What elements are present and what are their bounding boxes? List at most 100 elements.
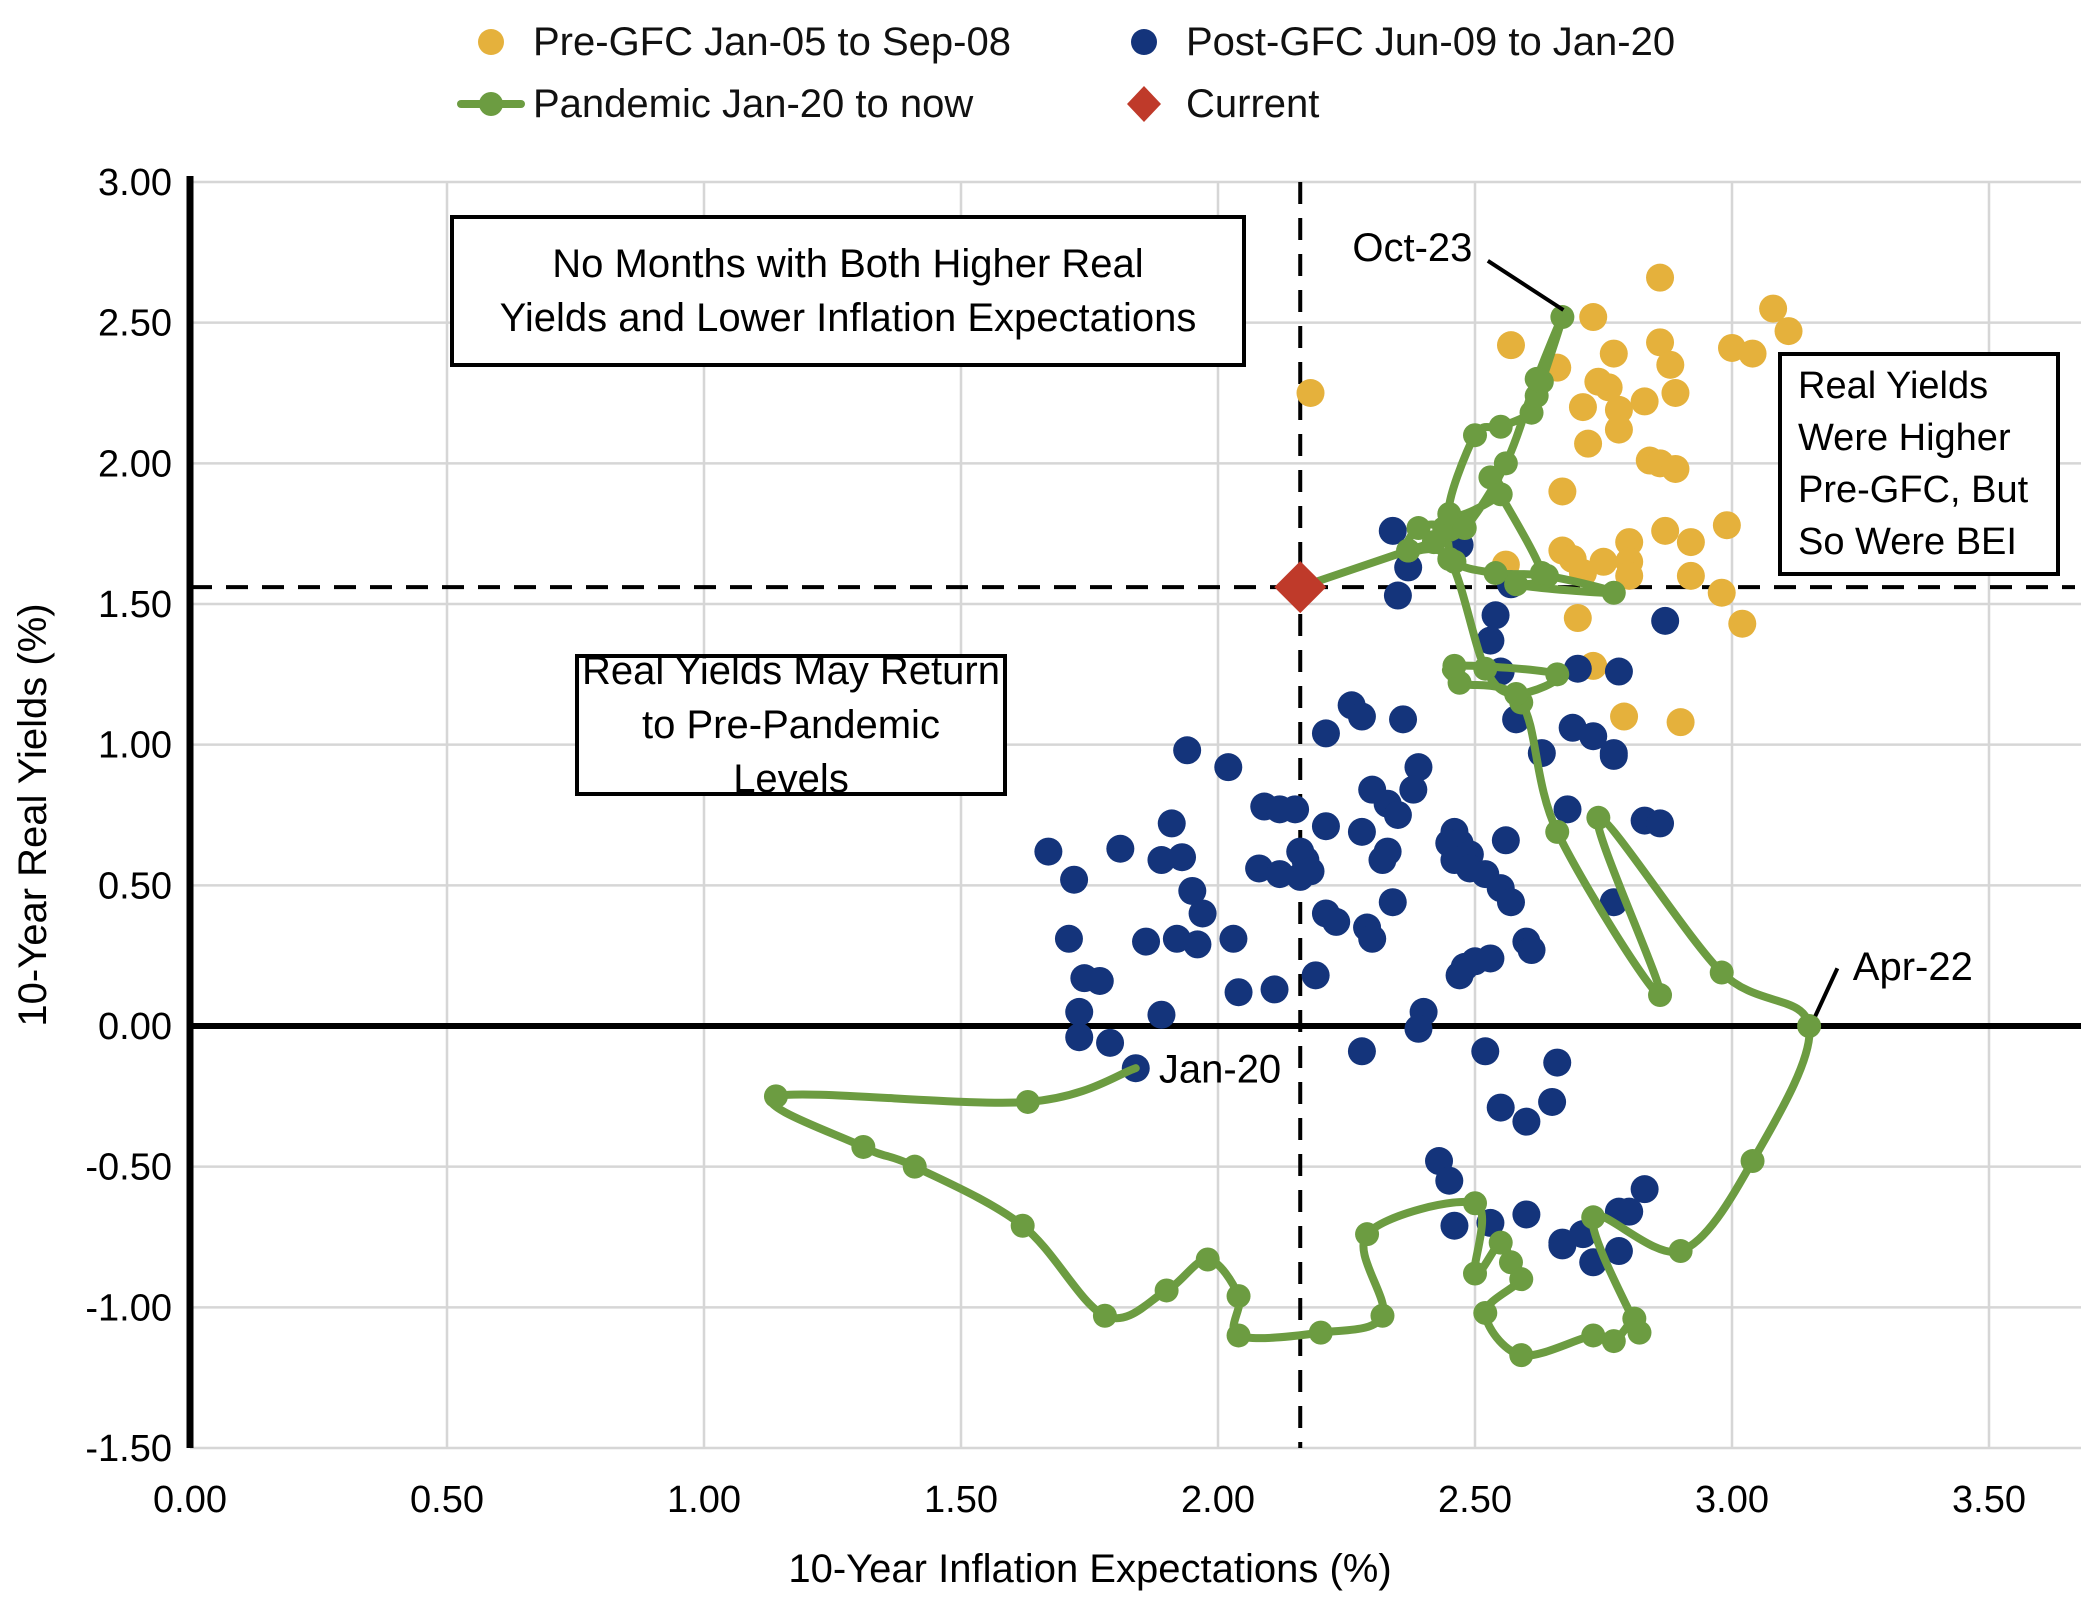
pandemic-point xyxy=(1463,1261,1487,1286)
post-gfc-point xyxy=(1311,812,1340,841)
post-gfc-point xyxy=(1060,865,1089,894)
x-tick-label: 1.00 xyxy=(667,1479,741,1521)
pre-gfc-point xyxy=(1646,328,1675,357)
post-gfc-point xyxy=(1224,978,1253,1007)
pandemic-point xyxy=(1581,1205,1606,1230)
pandemic-point xyxy=(1529,561,1554,586)
y-axis-title: 10-Year Real Yields (%) xyxy=(11,603,55,1026)
y-tick-label: 1.50 xyxy=(98,584,172,626)
pandemic-point xyxy=(1092,1303,1117,1328)
pandemic-point xyxy=(1740,1149,1765,1174)
pre-gfc-point xyxy=(1548,477,1577,506)
post-gfc-point xyxy=(1383,800,1412,829)
pandemic-point xyxy=(1493,451,1518,476)
pre-gfc-point xyxy=(1728,609,1757,638)
pandemic-point xyxy=(1442,549,1467,574)
y-tick-label: 3.00 xyxy=(98,162,172,204)
pandemic-point xyxy=(1463,1191,1487,1216)
pre-gfc-point xyxy=(1563,604,1592,633)
pre-gfc-point xyxy=(1594,373,1623,402)
post-gfc-point xyxy=(1440,1211,1469,1240)
pandemic-point xyxy=(1370,1303,1395,1328)
pandemic-point xyxy=(1601,1329,1626,1354)
annotation-text: Yields and Lower Inflation Expectations xyxy=(499,296,1197,340)
post-gfc-point xyxy=(1065,997,1094,1026)
pandemic-point xyxy=(1581,1323,1606,1348)
annotation-text: Real Yields May Return xyxy=(582,649,1000,693)
pandemic-point xyxy=(1308,1320,1333,1345)
post-gfc-point xyxy=(1496,888,1525,917)
pre-gfc-point xyxy=(1661,454,1690,483)
x-axis-title: 10-Year Inflation Expectations (%) xyxy=(788,1547,1391,1591)
post-gfc-point xyxy=(1404,1014,1433,1043)
annotation-box-no-months: No Months with Both Higher Real Yields a… xyxy=(450,215,1246,367)
pre-gfc-point xyxy=(1599,339,1628,368)
pre-gfc-point xyxy=(1656,350,1685,379)
x-tick-label: 2.50 xyxy=(1438,1479,1512,1521)
y-tick-label: 0.00 xyxy=(98,1006,172,1048)
pandemic-point xyxy=(1504,572,1529,597)
pandemic-point xyxy=(1154,1278,1179,1303)
post-gfc-point xyxy=(1471,1037,1500,1066)
pre-gfc-point xyxy=(1759,294,1788,323)
post-gfc-point xyxy=(1630,1175,1659,1204)
pandemic-point xyxy=(1509,1343,1534,1368)
pandemic-point xyxy=(1524,366,1549,391)
post-gfc-point xyxy=(1347,702,1376,731)
pandemic-point xyxy=(1421,530,1446,555)
post-gfc-point xyxy=(1481,601,1510,630)
callout-label-jan-20: Jan-20 xyxy=(1159,1048,1281,1092)
post-gfc-point xyxy=(1034,837,1063,866)
post-gfc-point xyxy=(1173,736,1202,765)
post-gfc-point xyxy=(1553,795,1582,824)
current-diamond-marker xyxy=(1274,561,1327,614)
annotation-text: Real Yields xyxy=(1798,365,1989,407)
post-gfc-point xyxy=(1394,553,1423,582)
legend-item-post-gfc: Post-GFC Jun-09 to Jan-20 xyxy=(1108,18,1675,66)
pandemic-point xyxy=(1452,516,1477,541)
annotation-text: to Pre-Pandemic Levels xyxy=(642,703,940,801)
pandemic-point xyxy=(1226,1323,1251,1348)
y-tick-label: -1.50 xyxy=(85,1428,172,1470)
post-gfc-point xyxy=(1563,654,1592,683)
annotation-box-pre-gfc-higher: Real Yields Were Higher Pre-GFC, But So … xyxy=(1778,352,2060,576)
post-gfc-point xyxy=(1178,876,1207,905)
pre-gfc-point xyxy=(1589,547,1618,576)
y-tick-label: 2.50 xyxy=(98,303,172,345)
pandemic-point xyxy=(1545,662,1570,687)
post-gfc-point xyxy=(1476,626,1505,655)
pandemic-point xyxy=(1504,682,1529,707)
pandemic-point xyxy=(1709,960,1734,985)
pre-gfc-point xyxy=(1676,528,1705,557)
pandemic-point xyxy=(1586,805,1611,830)
post-gfc-point xyxy=(1517,936,1546,965)
pandemic-point xyxy=(1195,1247,1220,1272)
post-gfc-point xyxy=(1389,705,1418,734)
legend-item-pandemic: Pandemic Jan-20 to now xyxy=(455,80,973,128)
post-gfc-point xyxy=(1281,795,1310,824)
pre-gfc-point xyxy=(1707,578,1736,607)
post-gfc-point xyxy=(1132,927,1161,956)
pandemic-point xyxy=(1668,1239,1693,1264)
post-gfc-point xyxy=(1579,722,1608,751)
legend-label: Pandemic Jan-20 to now xyxy=(533,81,974,126)
pre-gfc-point xyxy=(1676,561,1705,590)
pandemic-point xyxy=(1396,538,1421,563)
post-gfc-point xyxy=(1604,1237,1633,1266)
callout-line xyxy=(1486,259,1565,312)
annotation-text: Were Higher xyxy=(1798,417,2011,459)
pandemic-point xyxy=(1406,516,1431,541)
pandemic-point xyxy=(1473,1300,1498,1325)
post-gfc-point xyxy=(1486,1093,1515,1122)
legend-item-current: Current xyxy=(1108,80,1319,128)
pandemic-point xyxy=(1488,1230,1513,1255)
pandemic-marker-icon xyxy=(457,92,525,116)
post-gfc-point xyxy=(1651,606,1680,635)
pandemic-point xyxy=(902,1154,927,1179)
pandemic-point xyxy=(1648,983,1673,1008)
x-tick-label: 3.00 xyxy=(1695,1479,1769,1521)
annotation-box-may-return: Real Yields May Return to Pre-Pandemic L… xyxy=(575,649,1007,801)
post-gfc-point xyxy=(1491,826,1520,855)
post-gfc-point xyxy=(1188,899,1217,928)
y-tick-label: 2.00 xyxy=(98,443,172,485)
